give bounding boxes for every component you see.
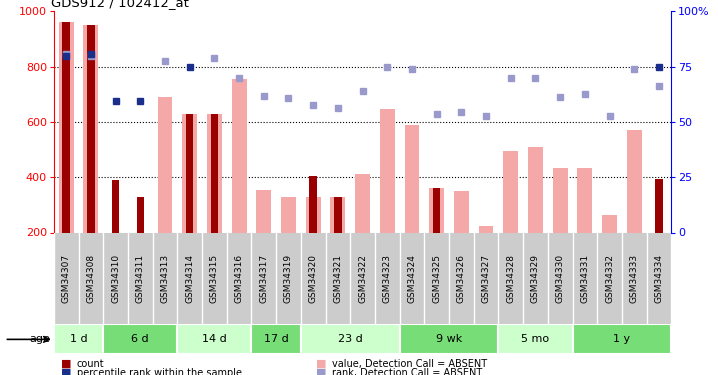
Bar [62,22,70,233]
Text: GSM34330: GSM34330 [556,254,564,303]
Bar [503,151,518,232]
Text: GSM34331: GSM34331 [580,254,589,303]
Bar [433,188,440,232]
Bar [157,97,172,232]
Text: GSM34311: GSM34311 [136,254,145,303]
Text: GSM34329: GSM34329 [531,254,540,303]
Bar [251,324,301,354]
Bar [136,196,144,232]
Text: GSM34308: GSM34308 [86,254,95,303]
Text: ■: ■ [61,368,72,375]
Text: GSM34327: GSM34327 [482,254,490,303]
Bar [210,114,218,232]
Text: GSM34321: GSM34321 [333,254,342,303]
Text: 17 d: 17 d [264,334,289,344]
Text: GSM34319: GSM34319 [284,254,293,303]
Bar [380,110,395,232]
Text: GSM34310: GSM34310 [111,254,120,303]
Text: 6 d: 6 d [131,334,149,344]
Bar [186,114,193,232]
Text: GSM34334: GSM34334 [655,254,663,303]
Text: 23 d: 23 d [338,334,363,344]
Bar [256,190,271,232]
Text: GSM34315: GSM34315 [210,254,219,303]
Bar [498,324,572,354]
Text: GSM34314: GSM34314 [185,254,194,303]
Text: GSM34333: GSM34333 [630,254,639,303]
Bar [577,168,592,232]
Bar [330,196,345,232]
Bar [400,324,498,354]
Bar [112,180,119,232]
Text: GSM34307: GSM34307 [62,254,70,303]
Text: GSM34317: GSM34317 [259,254,269,303]
Bar [301,324,400,354]
Text: age: age [29,334,50,344]
Text: value, Detection Call = ABSENT: value, Detection Call = ABSENT [332,359,487,369]
Bar [306,196,321,232]
Bar [479,226,493,232]
Bar [355,174,370,232]
Bar [59,22,74,233]
Text: 14 d: 14 d [202,334,227,344]
Text: rank, Detection Call = ABSENT: rank, Detection Call = ABSENT [332,368,482,375]
Text: GSM34322: GSM34322 [358,254,367,303]
Bar [602,214,617,232]
Text: GSM34323: GSM34323 [383,254,392,303]
Bar [334,196,342,232]
Bar [83,25,98,232]
Bar [281,196,296,232]
Text: GDS912 / 102412_at: GDS912 / 102412_at [51,0,189,9]
Text: ■: ■ [61,359,72,369]
Text: count: count [77,359,104,369]
Bar [54,324,103,354]
Bar [656,178,663,232]
Text: GSM34332: GSM34332 [605,254,614,303]
Text: 5 mo: 5 mo [521,334,549,344]
Bar [182,114,197,232]
Text: GSM34316: GSM34316 [235,254,243,303]
Text: 1 d: 1 d [70,334,88,344]
Text: GSM34328: GSM34328 [506,254,516,303]
Text: GSM34313: GSM34313 [161,254,169,303]
Text: GSM34324: GSM34324 [408,254,416,303]
Text: GSM34326: GSM34326 [457,254,466,303]
Text: percentile rank within the sample: percentile rank within the sample [77,368,242,375]
Text: 9 wk: 9 wk [436,334,462,344]
Bar [309,176,317,232]
Bar [103,324,177,354]
Bar [627,130,642,232]
Bar [528,147,543,232]
Text: GSM34325: GSM34325 [432,254,441,303]
Bar [232,79,246,232]
Text: ■: ■ [316,368,327,375]
Bar [87,25,95,232]
Text: 1 y: 1 y [613,334,630,344]
Bar [177,324,251,354]
Text: ■: ■ [316,359,327,369]
Bar [429,188,444,232]
Text: GSM34320: GSM34320 [309,254,317,303]
Bar [572,324,671,354]
Bar [454,191,469,232]
Bar [207,114,222,232]
Bar [553,168,568,232]
Bar [404,124,419,232]
